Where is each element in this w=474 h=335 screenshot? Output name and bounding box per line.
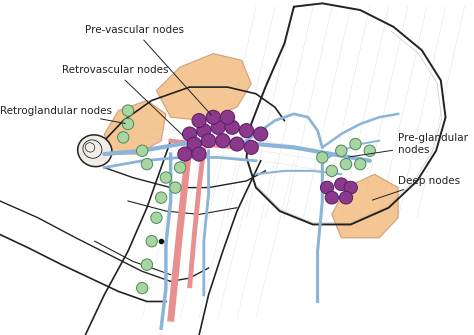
- Polygon shape: [156, 54, 251, 121]
- Text: Pre-vascular nodes: Pre-vascular nodes: [85, 25, 211, 115]
- Ellipse shape: [254, 127, 268, 141]
- Ellipse shape: [146, 236, 157, 247]
- Ellipse shape: [122, 118, 134, 130]
- Ellipse shape: [239, 124, 254, 138]
- Ellipse shape: [326, 165, 337, 177]
- Polygon shape: [104, 100, 166, 154]
- Ellipse shape: [364, 145, 375, 156]
- Ellipse shape: [137, 282, 148, 294]
- Text: Pre-glandular
nodes: Pre-glandular nodes: [349, 133, 468, 157]
- Ellipse shape: [325, 191, 338, 204]
- Ellipse shape: [317, 152, 328, 163]
- Ellipse shape: [122, 105, 134, 116]
- Ellipse shape: [211, 120, 225, 134]
- Text: Deep nodes: Deep nodes: [373, 176, 460, 200]
- Ellipse shape: [201, 134, 216, 148]
- Ellipse shape: [182, 127, 197, 141]
- Ellipse shape: [197, 124, 211, 138]
- Ellipse shape: [187, 137, 201, 151]
- Ellipse shape: [320, 181, 334, 194]
- Ellipse shape: [78, 135, 112, 166]
- Ellipse shape: [170, 182, 181, 193]
- Ellipse shape: [340, 158, 352, 170]
- Ellipse shape: [141, 158, 153, 170]
- Ellipse shape: [230, 137, 244, 151]
- Ellipse shape: [137, 145, 148, 156]
- Ellipse shape: [336, 145, 347, 156]
- Ellipse shape: [160, 172, 172, 183]
- Ellipse shape: [335, 178, 348, 191]
- Text: Retroglandular nodes: Retroglandular nodes: [0, 106, 125, 123]
- Ellipse shape: [141, 259, 153, 270]
- Ellipse shape: [151, 212, 162, 223]
- Text: Retrovascular nodes: Retrovascular nodes: [62, 65, 183, 135]
- Ellipse shape: [355, 158, 366, 170]
- Ellipse shape: [350, 138, 361, 150]
- Ellipse shape: [344, 181, 357, 194]
- Ellipse shape: [174, 162, 186, 173]
- Ellipse shape: [216, 134, 230, 148]
- Ellipse shape: [178, 147, 192, 161]
- Ellipse shape: [220, 110, 235, 124]
- Ellipse shape: [206, 110, 220, 124]
- Ellipse shape: [155, 192, 167, 203]
- Polygon shape: [332, 174, 398, 238]
- Ellipse shape: [225, 120, 239, 134]
- Ellipse shape: [192, 114, 206, 128]
- Ellipse shape: [339, 191, 353, 204]
- Ellipse shape: [192, 147, 206, 161]
- Ellipse shape: [244, 140, 258, 154]
- Ellipse shape: [118, 132, 129, 143]
